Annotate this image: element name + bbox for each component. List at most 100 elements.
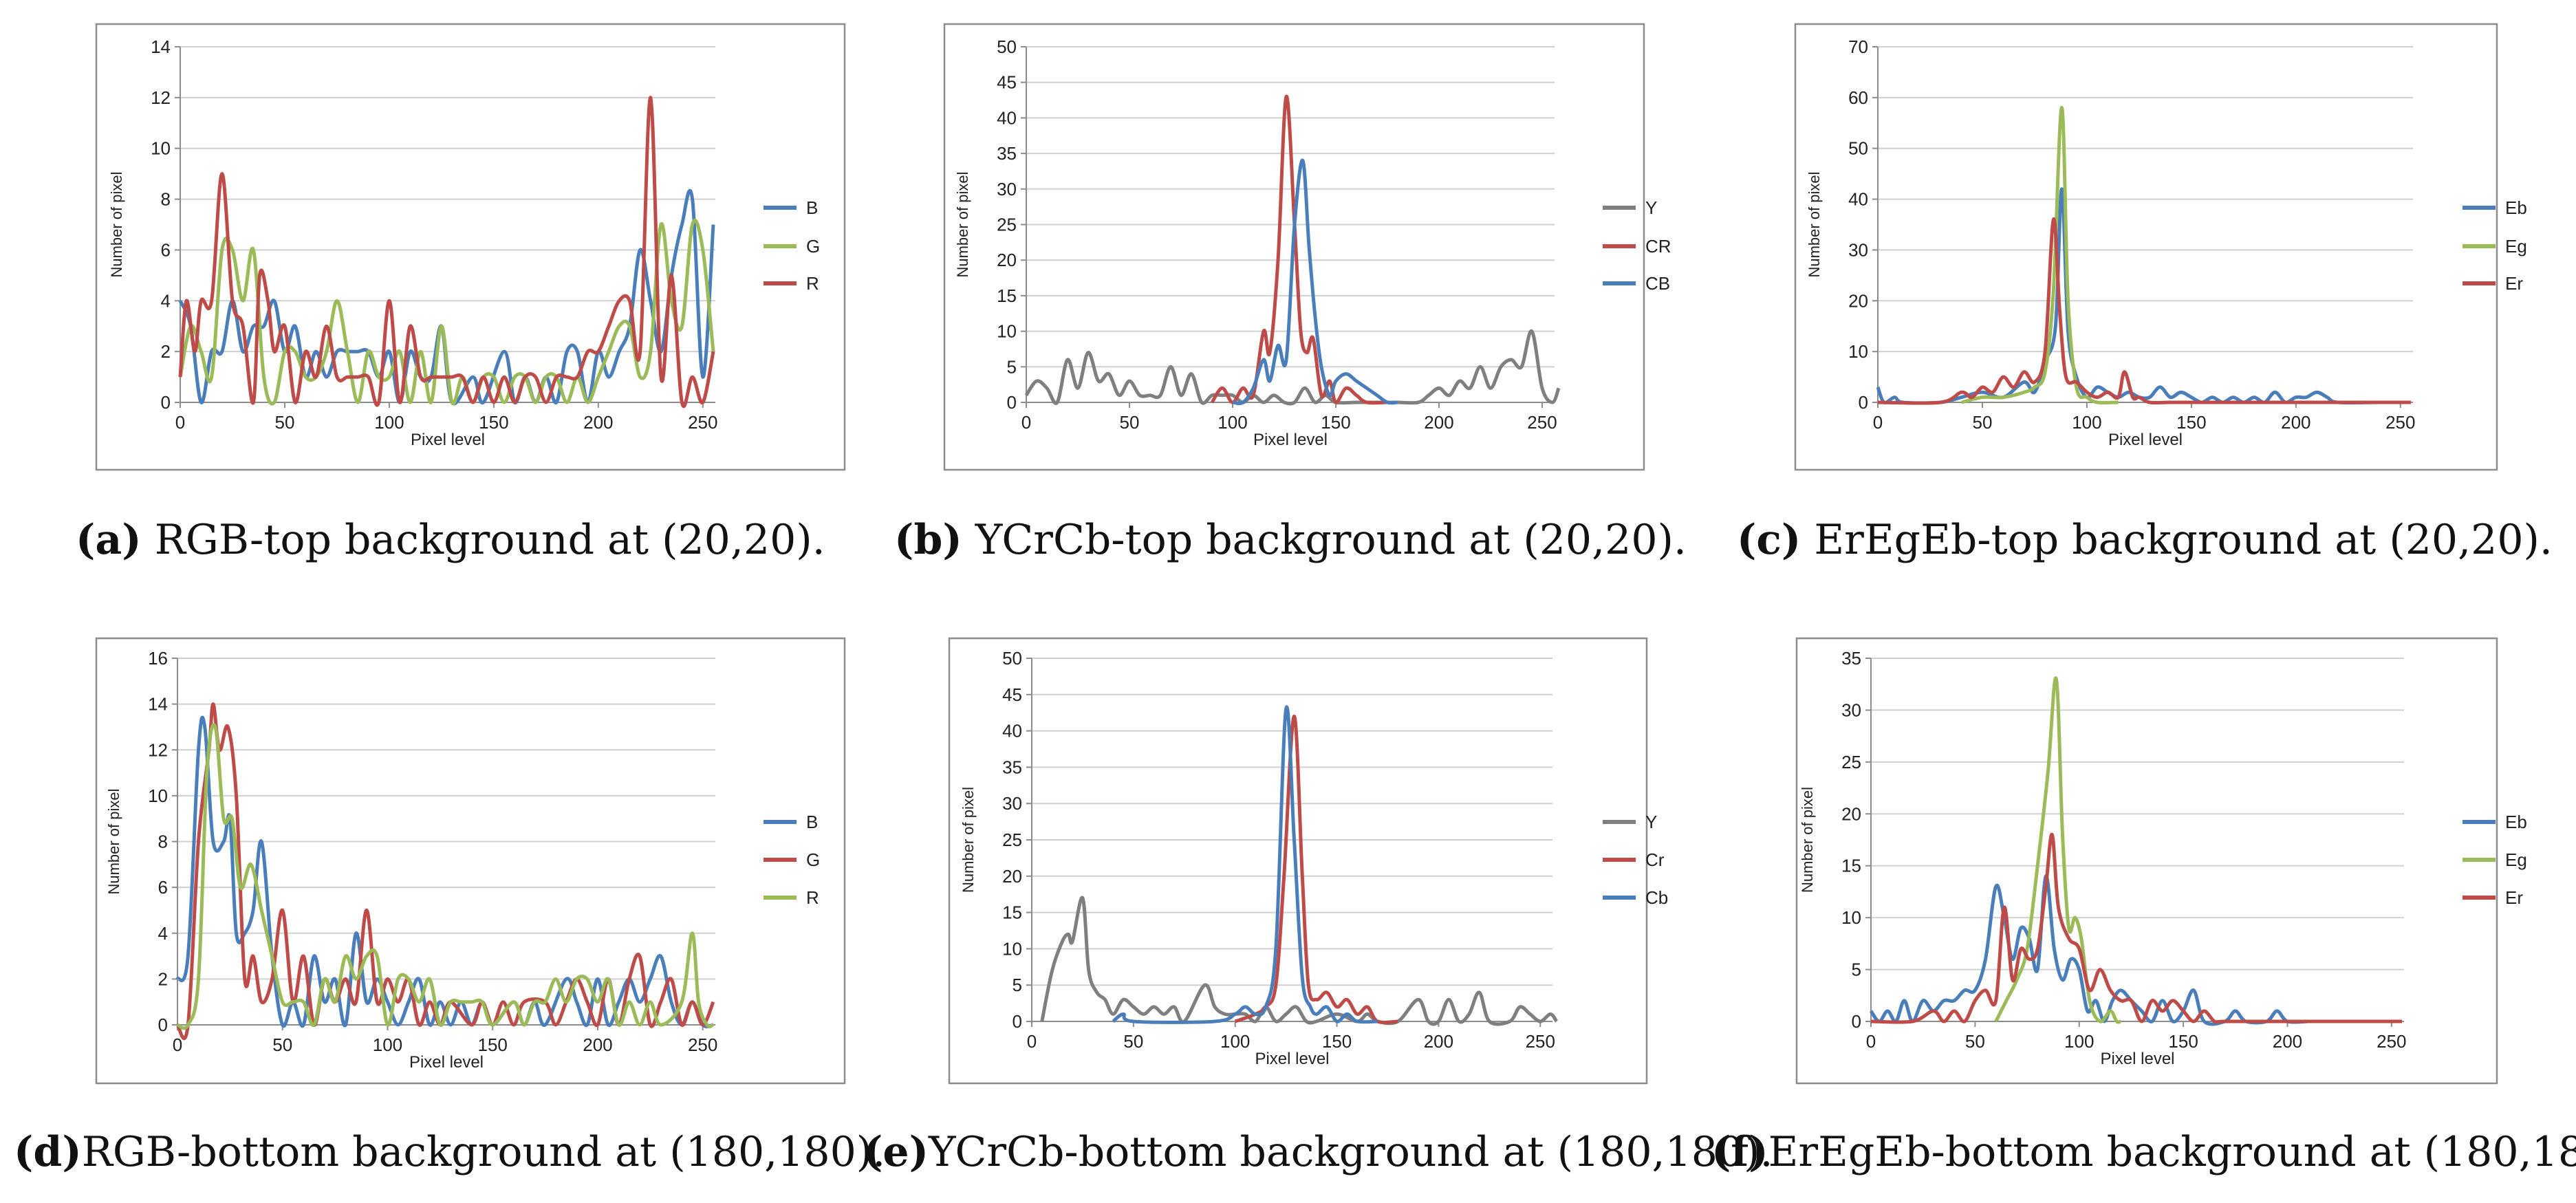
y-tick-label: 0 bbox=[1007, 392, 1017, 413]
series-line-eg bbox=[1994, 676, 2121, 1024]
legend-label-g: G bbox=[806, 849, 820, 870]
y-tick-label: 50 bbox=[1002, 648, 1022, 669]
caption-letter: (c) bbox=[1737, 516, 1801, 564]
legend-label-eb: Eb bbox=[2505, 197, 2527, 218]
y-tick-label: 10 bbox=[151, 138, 171, 159]
chart-b: 0 5 10 15 20 25 30 35 40 45 50 0 50 100 150 200 250 Pixel… bbox=[943, 23, 1671, 471]
y-tick-label: 20 bbox=[1848, 290, 1868, 311]
y-axis-label: Number of pixel bbox=[1799, 787, 1816, 893]
x-axis-label: Pixel level bbox=[411, 431, 485, 449]
chart-c: 0 10 20 30 40 50 60 70 0 50 100 150 200 250 Pixel leve… bbox=[1794, 23, 2527, 471]
x-tick-label: 200 bbox=[2273, 1031, 2302, 1052]
x-axis-label: Pixel level bbox=[409, 1053, 484, 1072]
x-tick-label: 0 bbox=[1027, 1031, 1037, 1052]
y-axis-label: Number of pixel bbox=[108, 171, 125, 277]
y-tick-label: 0 bbox=[158, 1015, 168, 1035]
y-tick-label: 40 bbox=[997, 107, 1017, 128]
chart-d: 0 2 4 6 8 10 12 14 16 0 50 100 150 200 250 Pixel level N… bbox=[95, 637, 846, 1085]
y-tick-label: 35 bbox=[1002, 757, 1022, 777]
legend-label-g: G bbox=[806, 236, 820, 257]
y-axis-label: Number of pixel bbox=[960, 787, 977, 893]
series-line-r bbox=[177, 723, 714, 1030]
legend-label-cb: CB bbox=[1645, 273, 1670, 294]
y-tick-label: 30 bbox=[1848, 239, 1868, 260]
x-tick-label: 50 bbox=[1120, 412, 1140, 433]
caption-text: YCrCb-top background at (20,20). bbox=[962, 516, 1687, 564]
y-tick-label: 30 bbox=[1841, 700, 1861, 720]
y-tick-label: 25 bbox=[1841, 752, 1861, 772]
y-tick-label: 16 bbox=[148, 648, 168, 669]
y-tick-label: 20 bbox=[997, 250, 1017, 270]
series-line-y bbox=[1040, 896, 1558, 1026]
y-axis-label: Number of pixel bbox=[954, 171, 971, 277]
x-tick-label: 200 bbox=[1424, 1031, 1453, 1052]
x-tick-label: 50 bbox=[272, 1034, 292, 1055]
caption-letter: (a) bbox=[76, 516, 142, 564]
caption-letter: (f) bbox=[1711, 1128, 1768, 1176]
x-tick-label: 200 bbox=[1424, 412, 1453, 433]
legend-label-eg: Eg bbox=[2505, 849, 2527, 870]
legend-label-r: R bbox=[806, 887, 819, 908]
y-tick-label: 10 bbox=[1002, 938, 1022, 959]
chart-a: 0 2 4 6 8 10 12 14 0 50 100 150 200 250 Pixel level Num… bbox=[95, 23, 846, 471]
x-tick-label: 50 bbox=[1972, 412, 1992, 433]
x-axis-label: Pixel level bbox=[2100, 1050, 2174, 1068]
x-tick-label: 50 bbox=[1965, 1031, 1985, 1052]
y-tick-label: 0 bbox=[1852, 1011, 1861, 1032]
x-tick-label: 150 bbox=[479, 412, 508, 433]
y-tick-label: 35 bbox=[997, 143, 1017, 164]
caption-letter: (e) bbox=[863, 1128, 929, 1176]
y-tick-label: 12 bbox=[148, 739, 168, 760]
y-tick-label: 35 bbox=[1841, 648, 1861, 669]
series-line-cr bbox=[1234, 715, 1398, 1025]
legend-label-er: Er bbox=[2505, 887, 2523, 908]
series-line-cb bbox=[1232, 158, 1398, 405]
y-tick-label: 15 bbox=[1002, 902, 1022, 923]
x-tick-label: 100 bbox=[2072, 412, 2101, 433]
caption-f: (f)ErEgEb-bottom background at (180,180)… bbox=[1711, 1131, 2576, 1173]
y-tick-label: 15 bbox=[1841, 856, 1861, 876]
y-tick-label: 10 bbox=[997, 321, 1017, 342]
y-tick-label: 45 bbox=[1002, 684, 1022, 705]
x-tick-label: 250 bbox=[2377, 1031, 2406, 1052]
y-tick-label: 25 bbox=[997, 215, 1017, 235]
y-tick-label: 5 bbox=[1007, 356, 1017, 377]
series-line-er bbox=[1870, 832, 2402, 1024]
caption-letter: (d) bbox=[14, 1128, 82, 1176]
x-axis-label: Pixel level bbox=[1253, 431, 1328, 449]
x-tick-label: 150 bbox=[2176, 412, 2206, 433]
x-tick-label: 150 bbox=[2168, 1031, 2198, 1052]
caption-text: RGB-bottom background at (180,180). bbox=[81, 1128, 886, 1176]
series-line-g bbox=[178, 218, 715, 406]
y-tick-label: 2 bbox=[161, 341, 171, 362]
x-tick-label: 250 bbox=[688, 1034, 717, 1055]
series-line-y bbox=[1024, 329, 1561, 406]
y-tick-label: 25 bbox=[1002, 830, 1022, 850]
chart-frame bbox=[1794, 23, 2498, 471]
y-tick-label: 15 bbox=[997, 285, 1017, 306]
y-tick-label: 45 bbox=[997, 72, 1017, 93]
x-tick-label: 0 bbox=[173, 1034, 182, 1055]
x-tick-label: 200 bbox=[2281, 412, 2310, 433]
x-tick-label: 50 bbox=[274, 412, 294, 433]
y-tick-label: 30 bbox=[997, 179, 1017, 199]
y-axis-label: Number of pixel bbox=[1806, 171, 1823, 277]
x-tick-label: 250 bbox=[688, 412, 717, 433]
x-tick-label: 150 bbox=[1322, 1031, 1352, 1052]
legend-label-eg: Eg bbox=[2505, 236, 2527, 257]
legend-label-y: Y bbox=[1645, 812, 1657, 832]
x-tick-label: 0 bbox=[1866, 1031, 1876, 1052]
x-tick-label: 150 bbox=[1321, 412, 1350, 433]
caption-d: (d)RGB-bottom background at (180,180). bbox=[14, 1131, 885, 1173]
y-tick-label: 50 bbox=[1848, 138, 1868, 159]
series-line-cr bbox=[1210, 94, 1388, 405]
caption-letter: (b) bbox=[894, 516, 962, 564]
x-tick-label: 200 bbox=[583, 412, 613, 433]
y-tick-label: 10 bbox=[1841, 907, 1861, 928]
y-tick-label: 40 bbox=[1002, 721, 1022, 741]
x-tick-label: 100 bbox=[1217, 412, 1247, 433]
y-tick-label: 50 bbox=[997, 36, 1017, 57]
y-tick-label: 70 bbox=[1848, 36, 1868, 57]
legend-label-b: B bbox=[806, 812, 818, 832]
